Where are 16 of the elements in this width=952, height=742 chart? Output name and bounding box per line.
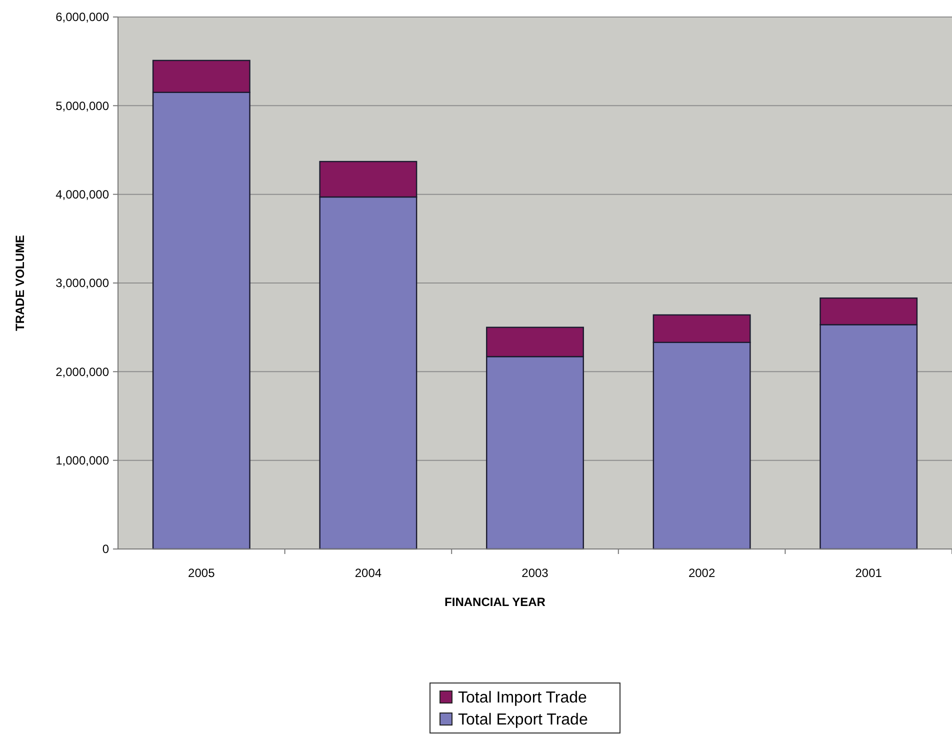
y-tick-label: 6,000,000 [56,10,110,24]
y-tick-label: 2,000,000 [56,364,110,379]
x-tick-label: 2005 [188,566,216,580]
y-tick-label: 4,000,000 [56,188,110,202]
x-tick-label: 2004 [354,566,382,580]
y-tick-label: 1,000,000 [56,454,110,468]
legend-label: Total Import Trade [458,690,588,707]
legend-label: Total Export Trade [458,712,588,729]
x-tick-label: 2002 [688,566,716,580]
y-tick-label: 0 [102,542,110,556]
y-tick-label: 3,000,000 [56,276,110,290]
x-tick-label: 2001 [855,566,882,580]
x-tick-label: 2003 [522,566,549,580]
x-axis-title: FINANCIAL YEAR [444,595,546,609]
y-tick-label: 5,000,000 [56,98,110,113]
y-axis-title: TRADE VOLUME [13,235,27,331]
